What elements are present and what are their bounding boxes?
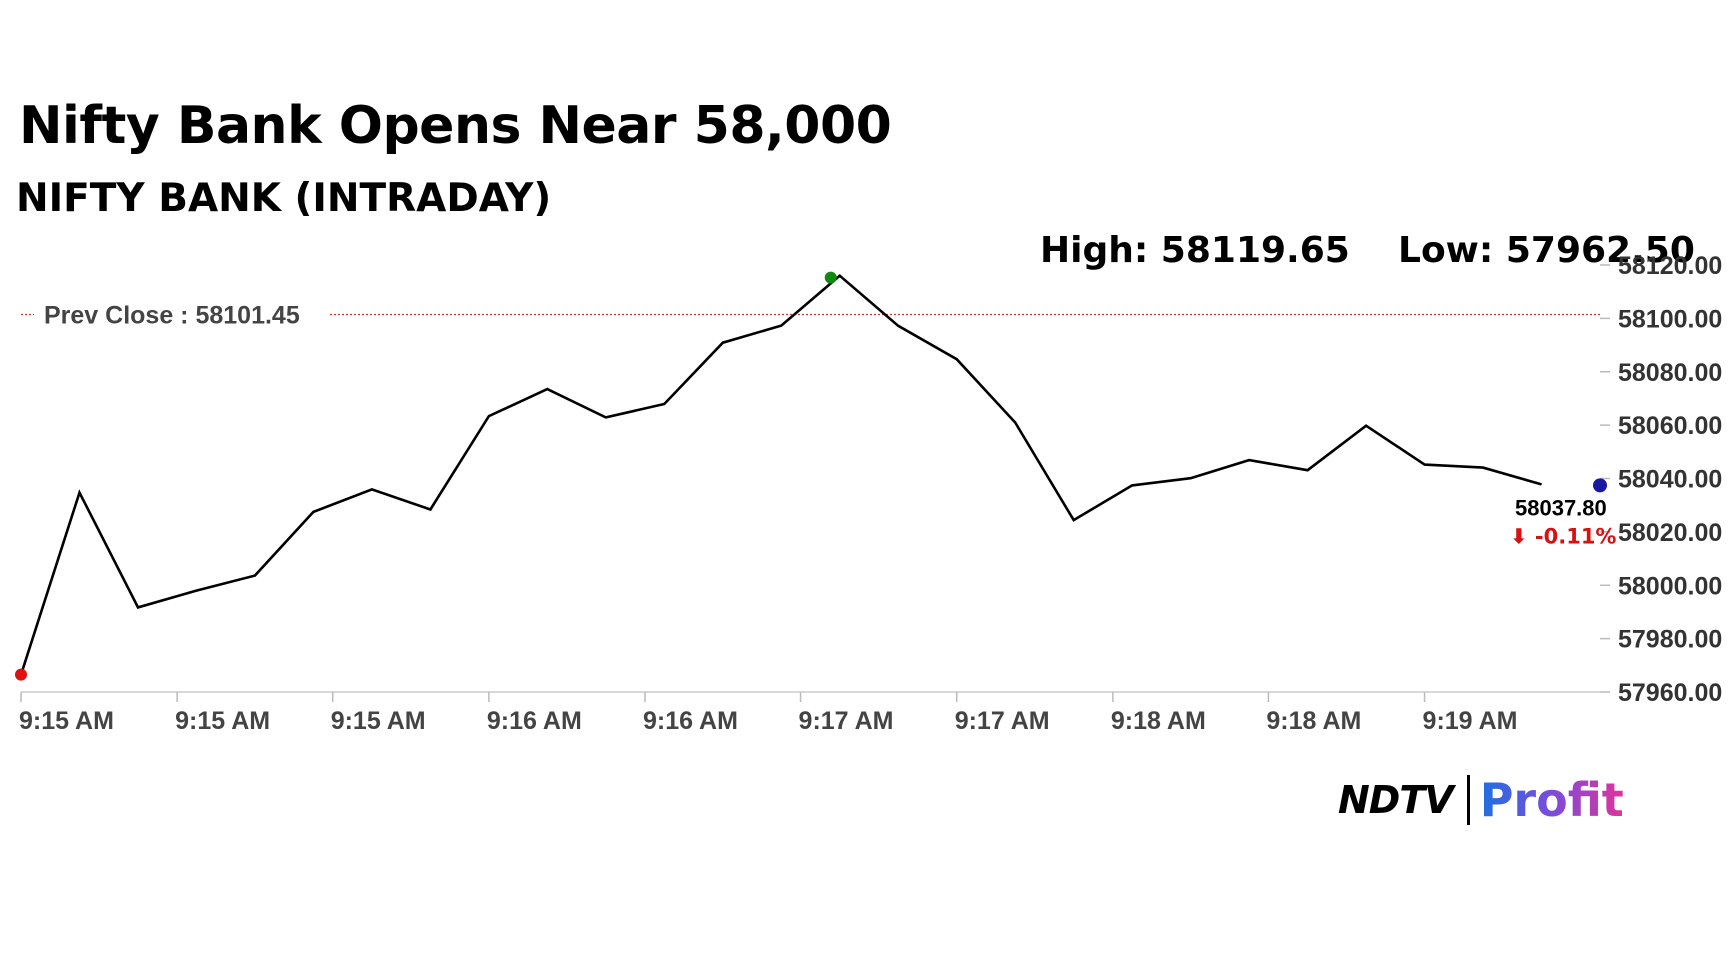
logo-ndtv-text: NDTV xyxy=(1338,778,1454,822)
last-point-marker xyxy=(1593,478,1607,493)
y-tick-label: 58020.00 xyxy=(1618,519,1722,547)
last-value-label: 58037.80 xyxy=(1515,495,1607,520)
page-title: Nifty Bank Opens Near 58,000 xyxy=(19,96,892,156)
x-tick-label: 9:15 AM xyxy=(19,707,114,735)
y-tick-label: 58100.00 xyxy=(1618,305,1722,333)
x-tick-label: 9:17 AM xyxy=(799,707,894,735)
y-tick-label: 58040.00 xyxy=(1618,466,1722,494)
y-tick-label: 58120.00 xyxy=(1618,252,1722,280)
logo-profit-text: Profit xyxy=(1479,773,1624,827)
y-tick-label: 57960.00 xyxy=(1618,679,1722,707)
day-high-label: High: 58119.65 xyxy=(1040,230,1350,271)
y-tick-label: 58000.00 xyxy=(1618,572,1722,600)
x-tick-label: 9:18 AM xyxy=(1266,707,1361,735)
x-tick-label: 9:17 AM xyxy=(955,707,1050,735)
x-tick-label: 9:15 AM xyxy=(331,707,426,735)
ndtv-profit-logo: NDTV Profit xyxy=(1338,772,1624,828)
y-tick-label: 58060.00 xyxy=(1618,412,1722,440)
y-tick-label: 58080.00 xyxy=(1618,359,1722,387)
y-tick-label: 57980.00 xyxy=(1618,626,1722,654)
day-low-label: Low: 57962.50 xyxy=(1398,230,1695,271)
x-tick-label: 9:19 AM xyxy=(1423,707,1518,735)
x-tick-label: 9:16 AM xyxy=(643,707,738,735)
change-percent-label: ⬇ -0.11% xyxy=(1510,524,1616,548)
prev-close-label: Prev Close : 58101.45 xyxy=(44,302,300,330)
low-point-marker xyxy=(15,668,27,681)
x-tick-label: 9:15 AM xyxy=(175,707,270,735)
x-tick-label: 9:18 AM xyxy=(1111,707,1206,735)
chart-subtitle: NIFTY BANK (INTRADAY) xyxy=(16,176,552,221)
x-tick-label: 9:16 AM xyxy=(487,707,582,735)
high-point-marker xyxy=(824,271,837,284)
series-line xyxy=(19,273,1542,676)
logo-divider xyxy=(1466,775,1470,825)
